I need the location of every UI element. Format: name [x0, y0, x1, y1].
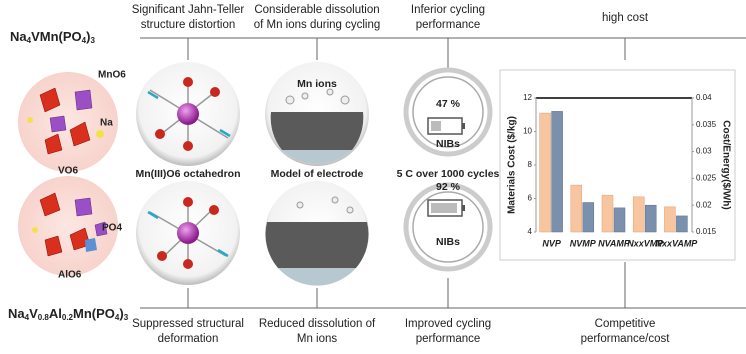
subscript: 4	[25, 313, 30, 322]
mn-ions-label: Mn ions	[297, 78, 337, 90]
top-label: Inferior cycling	[411, 4, 485, 16]
electrode-model-label: Model of electrode	[271, 168, 364, 180]
bottom-label: deformation	[158, 333, 219, 345]
formula-part: V	[29, 306, 38, 321]
bottom-label: Improved cycling	[405, 318, 491, 330]
subscript: 4	[82, 36, 87, 45]
frame-lines	[140, 37, 746, 309]
nibs-bottom: NIBs	[436, 236, 460, 248]
top-label: structure distortion	[141, 19, 236, 31]
top-label: performance	[416, 19, 481, 31]
label-alo6: AlO6	[58, 270, 82, 281]
label-na: Na	[100, 118, 113, 129]
label-po4: PO4	[102, 223, 122, 234]
subscript: 4	[27, 36, 32, 45]
bar	[664, 206, 676, 233]
formula-top: Na4VMn(PO4)3	[10, 29, 95, 45]
cycles-label: 5 C over 1000 cycles	[397, 168, 500, 180]
octahedra	[136, 62, 240, 285]
y-tick-label: 4	[528, 227, 533, 236]
top-label: Considerable dissolution	[254, 4, 379, 16]
bar	[613, 207, 626, 233]
bottom-label: Mn ions	[297, 333, 338, 345]
subscript: 3	[124, 313, 129, 322]
y-tick-label: 8	[528, 160, 533, 169]
bottom-label: Suppressed structural	[132, 318, 244, 330]
y2-tick-label: 0.04	[696, 93, 712, 102]
bottom-label: performance/cost	[581, 333, 671, 345]
formula-part: Na	[10, 29, 27, 44]
y-tick-label: 6	[528, 194, 533, 203]
x-tick-label: NxxVMP	[627, 238, 664, 248]
y2-tick-label: 0.015	[696, 227, 717, 236]
subscript: 3	[90, 36, 95, 45]
y2-tick-label: 0.025	[696, 174, 717, 183]
octahedron-label: Mn(III)O6 octahedron	[136, 168, 241, 180]
x-tick-label: NVP	[542, 238, 562, 248]
bottom-label: Reduced dissolution of	[259, 318, 376, 330]
formula-part: )	[119, 306, 123, 321]
bar	[570, 184, 583, 233]
formula-part: Na	[8, 306, 25, 321]
label-vo6: VO6	[58, 166, 78, 177]
subscript: 0.2	[62, 313, 74, 322]
bottom-label: performance	[416, 333, 481, 345]
subscript: 4	[115, 313, 120, 322]
x-tick-label: NVAMP	[598, 238, 631, 248]
bar	[551, 111, 563, 233]
electrodes	[265, 62, 369, 286]
chart-panel	[499, 69, 736, 261]
formula-bottom: Na4V0.8Al0.2Mn(PO4)3	[8, 306, 129, 322]
y-tick-label: 12	[523, 93, 532, 102]
bar	[582, 202, 595, 233]
bar	[601, 194, 614, 233]
cost-chart: 4 6 8 10 12 0.015 0.02 0.025 0.03 0.035 0.04 Materi…	[507, 93, 732, 248]
formula-part: Al	[49, 306, 62, 321]
batteries	[403, 67, 493, 272]
bar	[676, 215, 688, 233]
x-tick-label: NxxVAMP	[655, 238, 698, 248]
subscript: 0.8	[38, 313, 50, 322]
formula-part: )	[86, 29, 90, 44]
y-axis-title: Materials Cost ($/kg)	[507, 116, 518, 214]
y-tick-label: 10	[523, 127, 532, 136]
nibs-top: NIBs	[436, 138, 460, 150]
y2-tick-label: 0.03	[696, 147, 712, 156]
bar	[539, 112, 551, 233]
y2-axis-title: Cost/Energy($/Wh)	[720, 120, 731, 209]
percent-top: 47 %	[436, 98, 461, 110]
formula-part: Mn(PO	[73, 306, 115, 321]
x-tick-label: NVMP	[570, 238, 597, 248]
bottom-label: Competitive	[595, 318, 656, 330]
top-label: Significant Jahn-Teller	[132, 4, 245, 16]
top-label: of Mn ions during cycling	[254, 19, 381, 31]
percent-bottom: 92 %	[436, 181, 461, 193]
label-mno6: MnO6	[98, 70, 126, 81]
formula-part: VMn(PO	[31, 29, 82, 44]
top-label: high cost	[602, 12, 649, 24]
crystal-structures	[18, 72, 118, 276]
bar	[632, 196, 645, 233]
y2-tick-label: 0.02	[696, 200, 712, 209]
bar	[644, 204, 657, 233]
y2-tick-label: 0.035	[696, 120, 717, 129]
